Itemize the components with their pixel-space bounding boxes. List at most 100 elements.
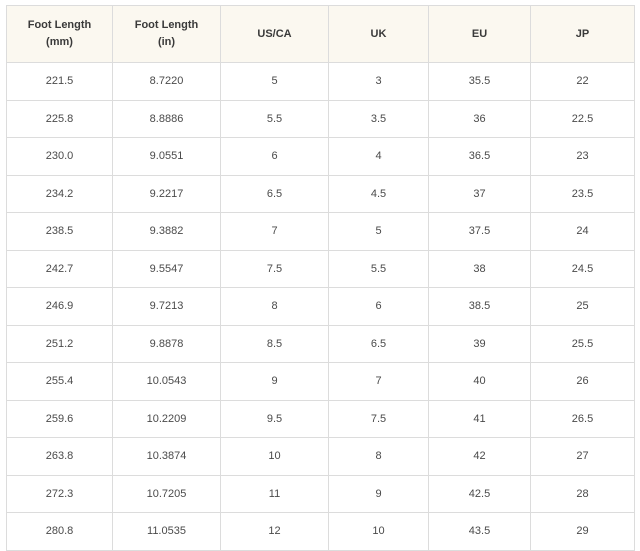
table-cell: 43.5 — [428, 512, 531, 551]
table-cell: 37 — [428, 174, 531, 213]
table-cell: 280.8 — [6, 512, 113, 551]
table-row: 246.9 9.7213 8 6 38.5 25 — [6, 287, 635, 326]
table-row: 280.8 11.0535 12 10 43.5 29 — [6, 512, 635, 551]
table-cell: 9.3882 — [112, 212, 221, 251]
table-cell: 7 — [328, 362, 429, 401]
table-cell: 8.7220 — [112, 62, 221, 101]
table-cell: 221.5 — [6, 62, 113, 101]
table-cell: 10 — [328, 512, 429, 551]
header-cell: US/CA — [220, 5, 329, 63]
table-row: 221.5 8.7220 5 3 35.5 22 — [6, 62, 635, 101]
table-cell: 35.5 — [428, 62, 531, 101]
table-row: 225.8 8.8886 5.5 3.5 36 22.5 — [6, 99, 635, 138]
table-cell: 6 — [328, 287, 429, 326]
table-cell: 6.5 — [220, 174, 329, 213]
header-cell: UK — [328, 5, 429, 63]
table-cell: 272.3 — [6, 474, 113, 513]
table-row: 263.8 10.3874 10 8 42 27 — [6, 437, 635, 476]
table-cell: 28 — [530, 474, 635, 513]
table-cell: 26.5 — [530, 399, 635, 438]
header-row: Foot Length (mm) Foot Length (in) US/CA UK E… — [6, 5, 635, 63]
header-text: UK — [370, 27, 387, 40]
table-row: 230.0 9.0551 6 4 36.5 23 — [6, 137, 635, 176]
table-cell: 37.5 — [428, 212, 531, 251]
table-cell: 8 — [220, 287, 329, 326]
table-cell: 10.0543 — [112, 362, 221, 401]
table-cell: 8.5 — [220, 324, 329, 363]
header-text: Foot Length (in) — [134, 19, 199, 48]
table-cell: 9.5547 — [112, 249, 221, 288]
header-cell: Foot Length (mm) — [6, 5, 113, 63]
table-cell: 25 — [530, 287, 635, 326]
table-cell: 23 — [530, 137, 635, 176]
table-row: 242.7 9.5547 7.5 5.5 38 24.5 — [6, 249, 635, 288]
table-cell: 12 — [220, 512, 329, 551]
table-cell: 36.5 — [428, 137, 531, 176]
table-cell: 24.5 — [530, 249, 635, 288]
table-cell: 22 — [530, 62, 635, 101]
table-cell: 24 — [530, 212, 635, 251]
table-cell: 27 — [530, 437, 635, 476]
table-cell: 11.0535 — [112, 512, 221, 551]
table-cell: 7 — [220, 212, 329, 251]
table-row: 255.4 10.0543 9 7 40 26 — [6, 362, 635, 401]
header-text: Foot Length (mm) — [27, 19, 92, 48]
table-cell: 6.5 — [328, 324, 429, 363]
table-cell: 38.5 — [428, 287, 531, 326]
table-cell: 5 — [220, 62, 329, 101]
table-cell: 39 — [428, 324, 531, 363]
header-cell: Foot Length (in) — [112, 5, 221, 63]
table-row: 238.5 9.3882 7 5 37.5 24 — [6, 212, 635, 251]
table-cell: 234.2 — [6, 174, 113, 213]
table-cell: 9.5 — [220, 399, 329, 438]
table-cell: 246.9 — [6, 287, 113, 326]
table-cell: 36 — [428, 99, 531, 138]
table-cell: 259.6 — [6, 399, 113, 438]
table-body: 221.5 8.7220 5 3 35.5 22 225.8 8.8886 5.5 3.5 36 22… — [6, 62, 635, 551]
table-cell: 10.7205 — [112, 474, 221, 513]
table-cell: 242.7 — [6, 249, 113, 288]
table-cell: 23.5 — [530, 174, 635, 213]
table-cell: 42.5 — [428, 474, 531, 513]
table-cell: 38 — [428, 249, 531, 288]
table-cell: 22.5 — [530, 99, 635, 138]
table-cell: 5.5 — [328, 249, 429, 288]
table-cell: 26 — [530, 362, 635, 401]
size-chart: Foot Length (mm) Foot Length (in) US/CA UK E… — [6, 5, 635, 551]
table-cell: 25.5 — [530, 324, 635, 363]
table-cell: 3.5 — [328, 99, 429, 138]
table-cell: 9.0551 — [112, 137, 221, 176]
table-cell: 9.7213 — [112, 287, 221, 326]
table-cell: 11 — [220, 474, 329, 513]
table-row: 272.3 10.7205 11 9 42.5 28 — [6, 474, 635, 513]
table-cell: 7.5 — [328, 399, 429, 438]
header-cell: JP — [530, 5, 635, 63]
table-cell: 4 — [328, 137, 429, 176]
table-cell: 5.5 — [220, 99, 329, 138]
table-row: 259.6 10.2209 9.5 7.5 41 26.5 — [6, 399, 635, 438]
table-cell: 7.5 — [220, 249, 329, 288]
table-cell: 41 — [428, 399, 531, 438]
table-cell: 10.3874 — [112, 437, 221, 476]
size-table: Foot Length (mm) Foot Length (in) US/CA UK E… — [6, 5, 635, 551]
table-cell: 42 — [428, 437, 531, 476]
header-cell: EU — [428, 5, 531, 63]
table-cell: 10.2209 — [112, 399, 221, 438]
table-cell: 9.8878 — [112, 324, 221, 363]
table-cell: 6 — [220, 137, 329, 176]
table-cell: 10 — [220, 437, 329, 476]
table-cell: 29 — [530, 512, 635, 551]
table-cell: 255.4 — [6, 362, 113, 401]
table-cell: 225.8 — [6, 99, 113, 138]
header-text: EU — [471, 27, 488, 40]
table-cell: 238.5 — [6, 212, 113, 251]
table-cell: 8 — [328, 437, 429, 476]
header-text: JP — [575, 27, 590, 40]
table-cell: 9 — [220, 362, 329, 401]
table-cell: 263.8 — [6, 437, 113, 476]
table-cell: 5 — [328, 212, 429, 251]
table-row: 251.2 9.8878 8.5 6.5 39 25.5 — [6, 324, 635, 363]
table-cell: 40 — [428, 362, 531, 401]
table-row: 234.2 9.2217 6.5 4.5 37 23.5 — [6, 174, 635, 213]
